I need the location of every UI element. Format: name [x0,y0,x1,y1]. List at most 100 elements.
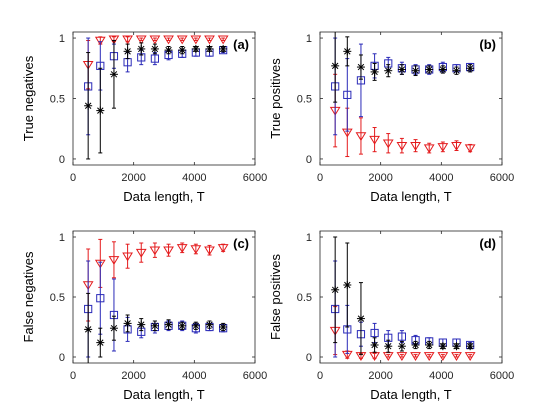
data-point [96,106,105,115]
data-point [96,338,105,347]
data-point [176,35,188,45]
series-square [84,260,228,358]
data-point [84,325,93,334]
x-tick-label: 0 [317,370,323,382]
data-point [163,35,174,45]
data-point [219,323,228,331]
data-point [204,246,215,256]
data-point [423,352,435,361]
series-triangle-down [82,238,229,322]
data-point [150,44,159,53]
y-tick-label: 0 [59,154,65,166]
data-point [437,352,449,361]
data-point [356,63,365,72]
panel-tag: (a) [233,37,249,52]
x-tick-label: 6000 [243,370,267,382]
data-point [411,341,420,349]
series-triangle-down [82,35,229,90]
data-point [410,141,421,151]
data-point [397,65,406,74]
data-point [425,341,434,349]
data-point [108,35,120,45]
data-point [109,324,118,333]
y-tick-label: 0 [306,154,312,166]
data-point [94,36,106,46]
data-point [84,101,93,110]
y-tick-label: 0.5 [297,292,312,304]
data-point [452,342,461,351]
data-point [137,44,146,53]
data-point [108,256,120,265]
x-tick-label: 2000 [368,370,392,382]
data-point [411,66,420,75]
panel-tag: (b) [479,37,496,52]
data-point [466,64,475,73]
data-point [191,44,200,53]
data-point [397,342,406,351]
data-point [150,54,160,63]
x-axis-label: Data length, T [123,189,204,204]
data-point [384,66,393,75]
data-point [190,245,202,255]
x-axis-label: Data length, T [123,387,204,402]
data-point [109,70,118,79]
x-tick-label: 6000 [490,172,514,184]
data-point [343,90,352,99]
panel-b: 0 2000 4000 6000 0 0.5 1 Data length, T True pos… [268,31,514,204]
data-point [355,132,367,142]
data-point [164,320,173,329]
y-tick-label: 1 [306,232,312,244]
x-axis-label: Data length, T [370,387,451,402]
x-tick-label: 0 [70,172,76,184]
y-tick-label: 0 [306,352,312,364]
series-square [331,37,475,136]
data-point [164,46,173,55]
data-point [370,341,379,349]
data-point [331,61,340,70]
data-point [369,135,380,145]
data-point [396,352,408,361]
data-point [205,320,214,329]
data-point [135,248,147,258]
y-tick-label: 0 [59,352,65,364]
data-point [94,259,106,269]
data-point [464,352,476,361]
y-tick-label: 0.5 [297,94,312,106]
data-point [410,352,421,361]
data-point [343,281,352,289]
data-point [123,319,132,328]
y-tick-label: 0.5 [50,94,65,106]
data-point [190,35,202,45]
data-point [191,321,200,330]
data-point [219,44,228,53]
data-point [396,141,408,151]
data-point [163,246,174,256]
data-point [382,139,394,149]
y-axis-label: False positives [268,254,283,340]
x-tick-label: 0 [70,370,76,382]
data-point [437,143,449,153]
series-square [84,37,228,136]
data-point [178,46,187,55]
x-tick-label: 6000 [490,370,514,382]
y-tick-label: 1 [306,33,312,45]
x-tick-label: 6000 [243,172,267,184]
data-point [438,65,447,74]
y-tick-label: 1 [59,33,65,45]
data-point [331,285,340,294]
data-point [135,35,147,45]
series-asterisk [84,292,228,363]
series-asterisk [331,236,475,356]
data-point [178,321,187,330]
data-point [217,35,229,45]
panel-c: 0 2000 4000 6000 0 0.5 1 Data length, T False ne… [21,230,267,402]
data-point [122,35,133,45]
data-point [423,144,435,154]
y-axis-label: False negatives [21,251,36,343]
data-point [137,320,146,329]
x-tick-label: 4000 [182,370,206,382]
data-point [451,352,462,361]
data-point [466,342,475,351]
data-point [438,342,447,351]
